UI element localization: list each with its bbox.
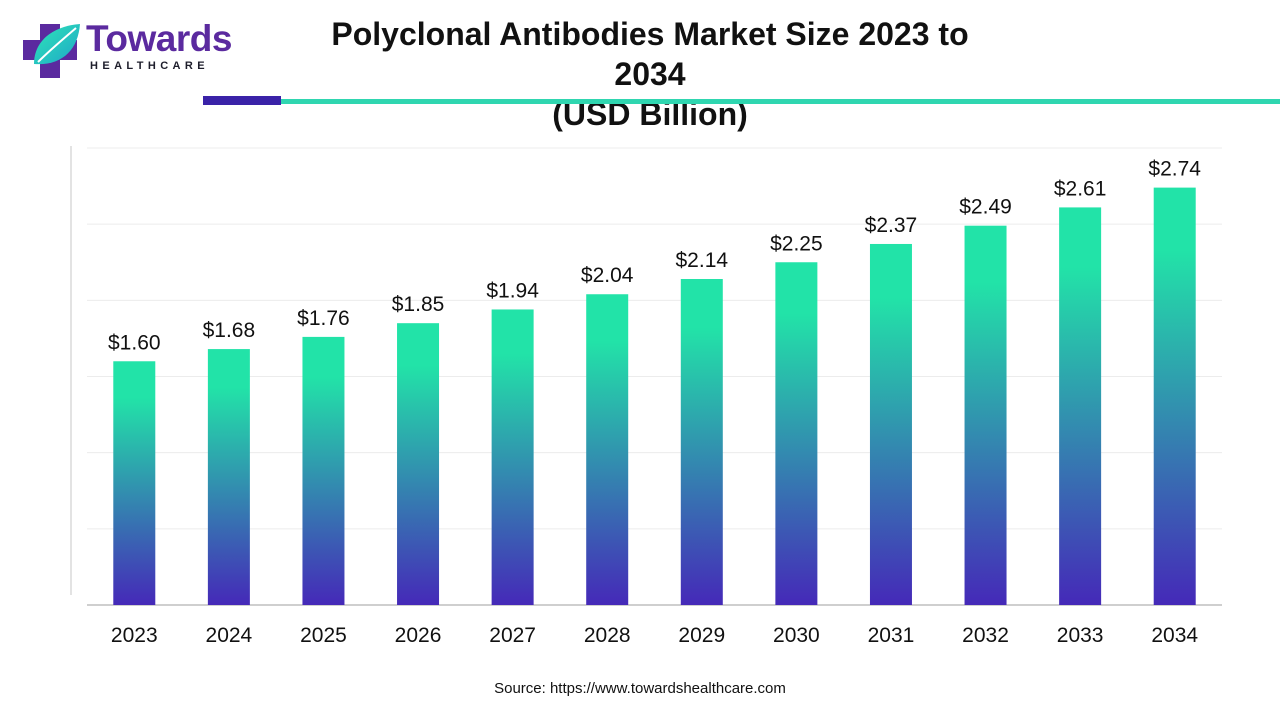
- bar-2032: [964, 225, 1007, 605]
- bar-2024: [207, 349, 250, 605]
- data-label-2034: $2.74: [1148, 158, 1201, 181]
- bar-2026: [397, 323, 440, 605]
- source-note: Source: https://www.towardshealthcare.co…: [494, 680, 786, 697]
- data-label-2033: $2.61: [1054, 177, 1107, 200]
- data-label-2031: $2.37: [865, 214, 918, 237]
- chart-title: Polyclonal Antibodies Market Size 2023 t…: [300, 14, 1000, 134]
- medical-cross-leaf-icon: [23, 24, 80, 78]
- x-tick-label-2031: 2031: [868, 624, 915, 647]
- x-tick-label-2034: 2034: [1151, 624, 1198, 647]
- bar-2030: [775, 262, 818, 605]
- bar-2027: [491, 309, 534, 605]
- x-tick-label-2024: 2024: [206, 624, 253, 647]
- brand-tagline: HEALTHCARE: [90, 60, 209, 72]
- x-tick-label-2032: 2032: [962, 624, 1009, 647]
- x-tick-label-2028: 2028: [584, 624, 631, 647]
- x-tick-label-2030: 2030: [773, 624, 820, 647]
- bar-2031: [869, 243, 912, 605]
- data-label-2029: $2.14: [676, 249, 729, 272]
- data-label-2024: $1.68: [203, 319, 256, 342]
- x-tick-label-2029: 2029: [678, 624, 725, 647]
- data-label-2028: $2.04: [581, 264, 634, 287]
- bar-2028: [586, 294, 629, 605]
- chart-title-line1: Polyclonal Antibodies Market Size 2023 t…: [331, 16, 969, 92]
- brand-logo: Towards HEALTHCARE: [20, 18, 240, 80]
- bar-2034: [1153, 187, 1196, 605]
- x-tick-label-2026: 2026: [395, 624, 442, 647]
- data-label-2025: $1.76: [297, 307, 350, 330]
- x-tick-label-2027: 2027: [489, 624, 536, 647]
- bar-2025: [302, 336, 345, 605]
- data-label-2023: $1.60: [108, 331, 161, 354]
- x-tick-label-2033: 2033: [1057, 624, 1104, 647]
- data-label-2032: $2.49: [959, 196, 1012, 219]
- data-label-2027: $1.94: [486, 279, 539, 302]
- header-rule-accent: [203, 96, 281, 105]
- x-tick-label-2025: 2025: [300, 624, 347, 647]
- bar-2023: [113, 361, 156, 605]
- bar-2033: [1059, 207, 1102, 605]
- bar-2029: [680, 279, 723, 605]
- data-label-2026: $1.85: [392, 293, 445, 316]
- brand-name: Towards: [86, 18, 232, 59]
- data-label-2030: $2.25: [770, 232, 823, 255]
- x-tick-label-2023: 2023: [111, 624, 158, 647]
- header-rule: [281, 99, 1280, 104]
